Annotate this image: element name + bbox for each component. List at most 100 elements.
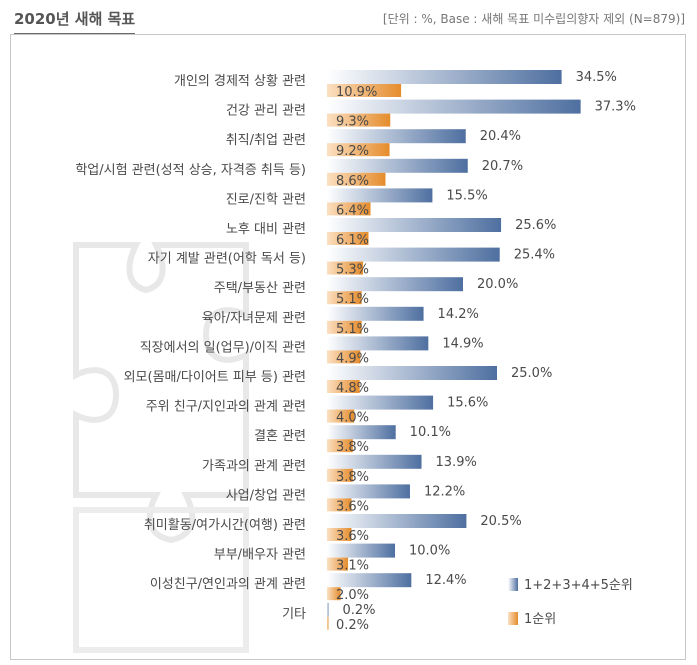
puzzle-watermark [73,242,249,653]
category-label: 이성친구/연인과의 관계 관련 [150,577,306,592]
data-label-total: 25.4% [514,248,555,263]
bar-first [327,439,353,453]
legend-total-label: 1+2+3+4+5순위 [524,578,633,593]
bar-total [327,129,466,144]
bar-first [327,261,364,275]
bar-first [327,380,360,393]
data-label-first: 3.6% [336,529,369,544]
category-label: 건강 관리 관련 [226,104,306,119]
bar-first [327,320,362,334]
data-label-first: 3.8% [336,440,369,455]
data-label-first: 3.8% [336,470,369,485]
bar-total [327,336,429,351]
category-label: 결혼 관련 [254,429,306,444]
category-label: 주위 친구/지인과의 관계 관련 [146,400,306,415]
data-label-total: 12.2% [424,484,465,499]
data-label-first: 4.9% [336,351,369,366]
category-label: 가족과의 관계 관련 [202,459,306,474]
data-label-total: 20.5% [480,514,521,529]
bar-total [327,395,434,410]
bar-first [327,291,362,305]
data-label-first: 6.4% [336,203,369,218]
category-label: 개인의 경제적 상황 관련 [174,74,306,89]
data-label-total: 14.9% [442,336,483,351]
data-label-first: 0.2% [336,618,369,633]
category-label: 부부/배우자 관련 [214,548,306,563]
category-label: 육아/자녀문제 관련 [202,311,306,326]
data-label-first: 8.6% [336,174,369,189]
bar-total [327,306,424,321]
bar-total [327,514,467,528]
category-label: 주택/부동산 관련 [214,281,306,296]
data-label-total: 25.0% [511,366,552,381]
data-label-total: 14.2% [438,307,479,322]
data-label-first: 2.0% [336,588,369,603]
bar-first [327,84,402,97]
bar-total [327,484,410,499]
category-label: 진로/진학 관련 [226,192,306,207]
bar-total [327,573,412,588]
bar-first [327,232,369,245]
bar-total [327,454,422,469]
data-label-total: 12.4% [425,573,466,588]
bar-first [327,172,386,186]
bar-total [327,366,497,380]
bar-total [327,277,463,292]
data-label-first: 3.1% [336,559,369,574]
bar-total [327,218,502,232]
data-label-first: 9.2% [336,144,369,159]
bar-first [327,557,349,571]
data-label-first: 9.3% [336,115,369,130]
bar-total [327,602,329,617]
bar-total [327,247,500,262]
legend: 1+2+3+4+5순위 1순위 [508,578,633,627]
data-label-total: 0.2% [343,603,376,618]
bar-first [327,468,353,482]
data-label-total: 37.3% [595,100,636,115]
data-label-first: 4.8% [336,381,369,396]
data-label-total: 10.1% [410,425,451,440]
bar-first [327,143,390,157]
data-label-total: 34.5% [576,70,617,85]
category-label: 직장에서의 일(업무)/이직 관련 [140,340,306,355]
category-label: 자기 계발 관련(어학 독서 등) [148,252,306,267]
data-label-total: 15.6% [447,396,488,411]
data-label-total: 10.0% [409,544,450,559]
bar-first [327,202,371,216]
category-label: 기타 [282,607,306,622]
legend-first-label: 1순위 [524,612,556,627]
data-label-total: 20.7% [482,159,523,174]
data-label-first: 4.0% [336,411,369,426]
bar-total [327,188,433,203]
bar-first [327,528,352,541]
data-label-first: 6.1% [336,233,369,248]
category-label: 학업/시험 관련(성적 상승, 자격증 취득 등) [75,163,306,178]
bar-first [327,350,361,364]
data-label-first: 5.1% [336,292,369,307]
bar-total [327,70,562,84]
data-label-total: 13.9% [436,455,477,470]
unit-base-note: [단위 : %, Base : 새해 목표 미수립의향자 제외 (N=879)] [382,12,685,26]
data-label-first: 10.9% [336,85,377,100]
bar-first [327,113,391,127]
bar-first [327,409,355,423]
bar-first [327,498,352,512]
data-label-total: 25.6% [515,218,556,233]
bar-first [327,587,341,601]
data-label-first: 3.6% [336,499,369,514]
bar-total [327,99,581,114]
data-label-total: 15.5% [446,188,487,203]
category-label: 취미활동/여가시간(여행) 관련 [144,517,306,533]
legend-total-swatch [508,578,518,591]
legend-first-swatch [508,612,518,625]
category-label: 사업/창업 관련 [226,488,306,503]
bar-total [327,543,395,558]
data-label-first: 5.1% [336,322,369,337]
category-label: 외모(몸매/다이어트 피부 등) 관련 [124,370,306,385]
data-label-total: 20.4% [480,129,521,144]
category-label: 취직/취업 관련 [226,133,306,148]
data-label-first: 5.3% [336,263,369,278]
data-label-total: 20.0% [477,277,518,292]
bar-first [327,616,329,630]
